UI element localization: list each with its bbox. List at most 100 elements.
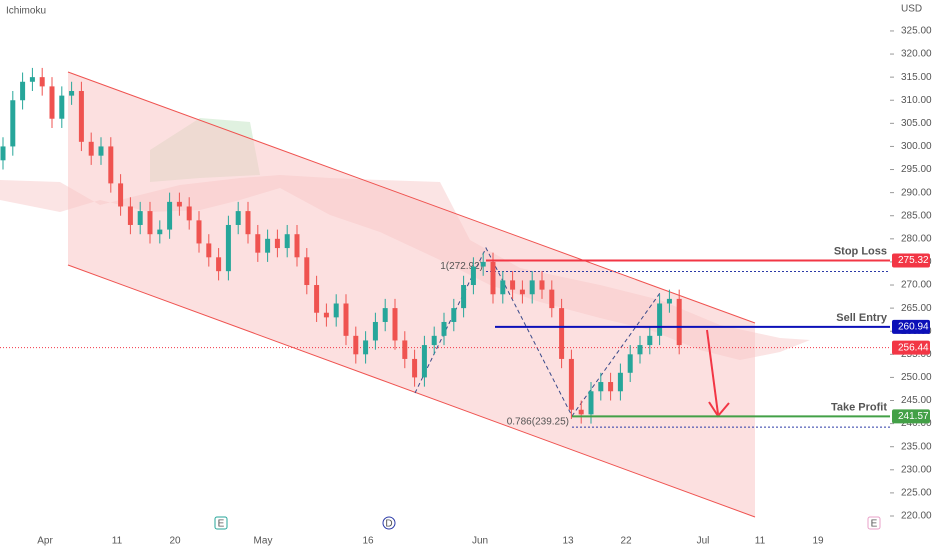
y-tick-label: 265.00 bbox=[901, 303, 932, 314]
candle-body bbox=[88, 141, 94, 156]
candle-body bbox=[59, 95, 65, 119]
candle-body bbox=[588, 391, 594, 415]
y-tick-label: 285.00 bbox=[901, 210, 932, 221]
candle-body bbox=[284, 234, 290, 249]
candle-body bbox=[637, 345, 643, 355]
candle-body bbox=[69, 91, 75, 96]
candle-body bbox=[490, 261, 496, 295]
arrow bbox=[706, 329, 719, 415]
candle-body bbox=[598, 382, 604, 392]
candle-body bbox=[402, 340, 408, 359]
event-marker-label: E bbox=[871, 519, 878, 530]
x-tick-label: 13 bbox=[562, 536, 574, 547]
candle-body bbox=[0, 146, 6, 161]
candle-body bbox=[451, 308, 457, 322]
candle-body bbox=[372, 321, 378, 341]
candle-body bbox=[10, 100, 16, 147]
candle-body bbox=[265, 238, 271, 253]
candle-body bbox=[676, 298, 682, 346]
candle-body bbox=[343, 303, 349, 336]
price-tag-label: 260.94 bbox=[898, 322, 929, 333]
candle-body bbox=[529, 280, 535, 295]
y-tick-label: 305.00 bbox=[901, 118, 932, 129]
candle-body bbox=[363, 340, 369, 355]
y-tick-label: 270.00 bbox=[901, 280, 932, 291]
candle-body bbox=[421, 345, 427, 378]
candle-body bbox=[353, 335, 359, 355]
level-name: Stop Loss bbox=[834, 245, 887, 257]
candle-body bbox=[666, 298, 672, 304]
x-tick-label: 19 bbox=[812, 536, 824, 547]
candle-body bbox=[98, 146, 104, 156]
price-tag bbox=[892, 340, 930, 355]
level-name: Take Profit bbox=[831, 401, 887, 413]
pattern-line bbox=[414, 246, 661, 417]
candle-body bbox=[108, 146, 114, 184]
price-tag-label: 256.44 bbox=[898, 342, 929, 353]
candle-body bbox=[578, 409, 584, 415]
x-tick-label: Jun bbox=[472, 536, 488, 547]
candle-body bbox=[127, 206, 133, 225]
candle-body bbox=[627, 354, 633, 373]
candle-body bbox=[392, 308, 398, 341]
candle-body bbox=[539, 280, 545, 290]
price-tag-label: 275.32 bbox=[898, 255, 929, 266]
fib-label: 0.786(239.25) bbox=[507, 417, 569, 428]
candle-body bbox=[147, 211, 153, 235]
candle-body bbox=[461, 285, 467, 309]
candle-body bbox=[274, 238, 280, 249]
y-tick-label: 280.00 bbox=[901, 233, 932, 244]
x-tick-label: May bbox=[254, 536, 273, 547]
y-tick-label: 320.00 bbox=[901, 49, 932, 60]
candle-body bbox=[549, 289, 555, 309]
candle-body bbox=[294, 234, 300, 258]
x-tick-label: Jul bbox=[697, 536, 710, 547]
candle-body bbox=[304, 257, 310, 286]
candle-body bbox=[500, 280, 506, 295]
y-tick-label: 325.00 bbox=[901, 26, 932, 37]
y-tick-label: 240.00 bbox=[901, 418, 932, 429]
candle-body bbox=[245, 211, 251, 235]
y-tick-label: 220.00 bbox=[901, 511, 932, 522]
y-tick-label: 315.00 bbox=[901, 72, 932, 83]
candle-body bbox=[323, 312, 329, 318]
x-tick-label: Apr bbox=[37, 536, 53, 547]
event-marker bbox=[382, 516, 396, 530]
event-marker-label: D bbox=[385, 519, 392, 530]
candle-body bbox=[441, 321, 447, 336]
candle-body bbox=[196, 220, 202, 244]
candle-body bbox=[568, 358, 574, 410]
candle-body bbox=[647, 335, 653, 346]
candle-body bbox=[137, 211, 143, 225]
candle-body bbox=[470, 266, 476, 286]
channel-top bbox=[67, 71, 756, 324]
x-tick-label: 22 bbox=[620, 536, 632, 547]
price-tag-label: 241.57 bbox=[898, 411, 929, 422]
candle-body bbox=[333, 303, 339, 318]
candle-body bbox=[167, 201, 173, 230]
channel-bottom bbox=[67, 264, 756, 518]
candle-body bbox=[382, 308, 388, 322]
candle-body bbox=[20, 81, 26, 101]
event-marker-label: E bbox=[218, 519, 225, 530]
y-tick-label: 245.00 bbox=[901, 395, 932, 406]
y-tick-label: 230.00 bbox=[901, 464, 932, 475]
y-tick-label: 295.00 bbox=[901, 164, 932, 175]
candle-body bbox=[412, 358, 418, 378]
candle-body bbox=[118, 183, 124, 207]
candle-body bbox=[617, 372, 623, 392]
candle-body bbox=[519, 289, 525, 295]
x-tick-label: 16 bbox=[362, 536, 374, 547]
candle-body bbox=[510, 280, 516, 290]
x-tick-label: 11 bbox=[112, 536, 123, 547]
y-tick-label: 250.00 bbox=[901, 372, 932, 383]
price-tag bbox=[892, 253, 930, 268]
candle-body bbox=[225, 224, 231, 272]
candle-body bbox=[431, 335, 437, 346]
x-tick-label: 11 bbox=[755, 536, 766, 547]
candle-body bbox=[29, 77, 35, 82]
price-tag bbox=[892, 319, 930, 334]
y-tick-label: 290.00 bbox=[901, 187, 932, 198]
candle-body bbox=[157, 229, 163, 235]
